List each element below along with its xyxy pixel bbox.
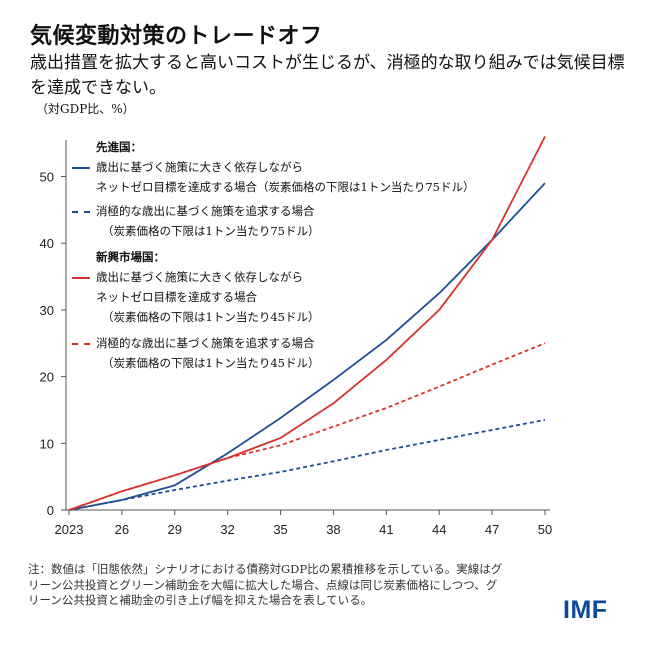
x-tick-label: 2023 — [55, 522, 84, 537]
unit-label: （対GDP比、%） — [36, 102, 135, 116]
y-tick-label: 0 — [47, 503, 54, 518]
legend-group-emerging: 新興市場国： — [96, 250, 165, 264]
x-tick-label: 47 — [485, 522, 499, 537]
legend-text: 歳出に基づく施策に大きく依存しながら — [96, 270, 303, 284]
x-tick-label: 32 — [220, 522, 234, 537]
legend-text: 消極的な歳出に基づく施策を追求する場合 — [96, 336, 315, 350]
legend-item-emerging-solid: 歳出に基づく施策に大きく依存しながら — [72, 267, 474, 287]
legend-swatch — [72, 167, 90, 169]
legend-text: （炭素価格の下限は1トン当たり75ドル） — [102, 224, 320, 238]
imf-logo: IMF — [563, 596, 608, 624]
y-tick-label: 10 — [40, 436, 54, 451]
legend-text: 消極的な歳出に基づく施策を追求する場合 — [96, 204, 315, 218]
legend-text: ネットゼロ目標を達成する場合（炭素価格の下限は1トン当たり75ドル） — [96, 180, 475, 194]
y-tick-label: 20 — [40, 370, 54, 385]
legend-item-advanced-solid: 歳出に基づく施策に大きく依存しながら — [72, 157, 474, 177]
legend-text: 歳出に基づく施策に大きく依存しながら — [96, 160, 303, 174]
y-tick-label: 30 — [40, 303, 54, 318]
legend-group-advanced: 先進国： — [96, 140, 142, 154]
chart-title: 気候変動対策のトレードオフ — [30, 24, 323, 49]
legend-swatch — [72, 277, 90, 279]
x-tick-label: 35 — [273, 522, 287, 537]
legend-text: （炭素価格の下限は1トン当たり45ドル） — [102, 356, 320, 370]
y-tick-label: 40 — [40, 236, 54, 251]
x-tick-label: 26 — [115, 522, 129, 537]
legend: 先進国： 歳出に基づく施策に大きく依存しながら ネットゼロ目標を達成する場合（炭… — [72, 137, 474, 373]
x-tick-label: 29 — [168, 522, 182, 537]
legend-swatch — [72, 211, 90, 213]
series-line-0 — [68, 182, 546, 511]
legend-item-advanced-dashed: 消極的な歳出に基づく施策を追求する場合 — [72, 201, 474, 221]
legend-text: ネットゼロ目標を達成する場合 — [96, 290, 257, 304]
x-tick-label: 41 — [379, 522, 393, 537]
legend-text: （炭素価格の下限は1トン当たり45ドル） — [102, 310, 320, 324]
x-tick-label: 50 — [538, 522, 552, 537]
x-tick-label: 38 — [326, 522, 340, 537]
legend-item-emerging-dashed: 消極的な歳出に基づく施策を追求する場合 — [72, 333, 474, 353]
footnote: 注：数値は「旧態依然」シナリオにおける債務対GDP比の累積推移を示している。実線… — [28, 562, 503, 607]
legend-swatch — [72, 343, 90, 345]
series-line-1 — [68, 419, 546, 511]
x-tick-label: 44 — [432, 522, 446, 537]
series-line-2 — [68, 136, 546, 511]
y-tick-label: 50 — [40, 170, 54, 185]
chart-subtitle: 歳出措置を拡大すると高いコストが生じるが、消極的な取り組みでは気候目標を達成でき… — [30, 53, 625, 98]
